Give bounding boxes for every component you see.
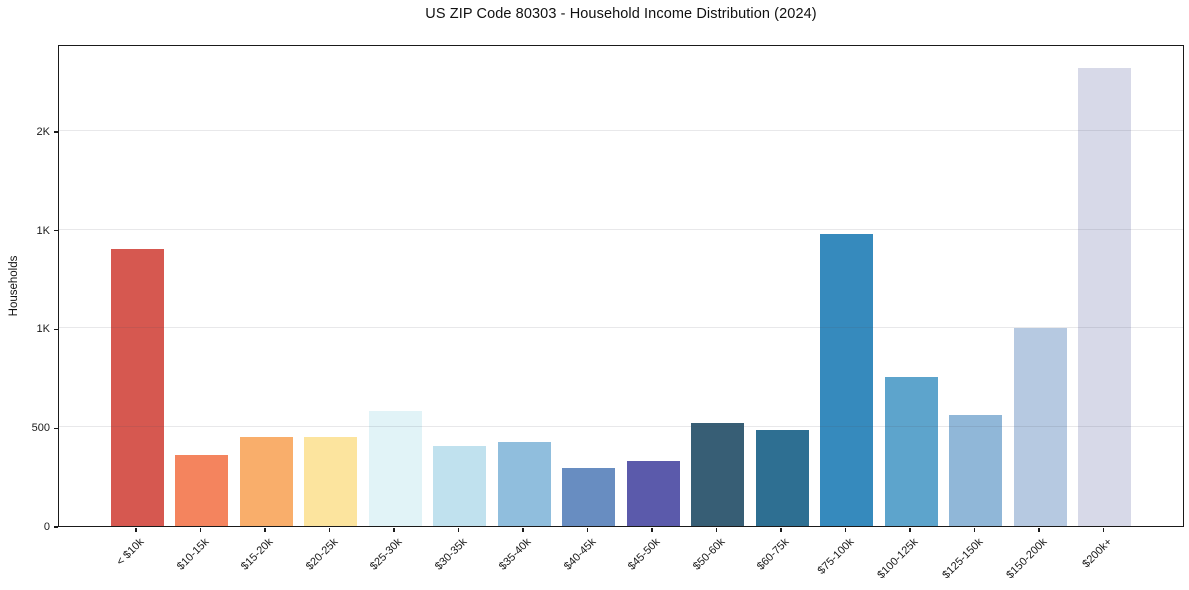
y-tick-mark (54, 427, 58, 429)
x-tick-mark (715, 528, 718, 532)
x-tick-label: $50-60k (690, 536, 727, 573)
x-tick-label: $45-50k (625, 536, 663, 573)
bar-$10-15k (175, 454, 228, 526)
x-tick-mark (457, 528, 460, 532)
x-tick-mark (199, 528, 202, 532)
bar-$20-25k (304, 437, 357, 526)
gridline-1000 (59, 327, 1183, 329)
y-tick-label: 2K (36, 125, 50, 138)
y-tick-mark (54, 526, 58, 528)
bar-$35-40k (497, 442, 551, 526)
x-tick-mark (135, 528, 137, 532)
x-tick-label: $10-15k (174, 536, 211, 573)
plot-area (58, 45, 1184, 527)
bar-$15-20k (239, 437, 293, 526)
x-tick-label: $200k+ (1079, 536, 1114, 571)
y-axis-label: Households (8, 255, 20, 317)
bar-$125-150k (949, 415, 1002, 526)
x-tick-label: $35-40k (496, 536, 534, 573)
x-tick-label: $100-125k (875, 536, 921, 582)
y-tick-mark (54, 328, 58, 331)
y-tick-label: 1K (36, 323, 50, 336)
x-tick-mark (586, 528, 589, 532)
bar-$45-50k (626, 460, 680, 526)
x-tick-label: $150-200k (1004, 536, 1050, 582)
bar-$200k+ (1078, 67, 1131, 526)
x-tick-mark (780, 528, 782, 532)
x-tick-label: $60-75k (754, 536, 792, 573)
x-tick-label: $15-20k (238, 536, 276, 573)
bar-$60-75k (755, 430, 809, 526)
x-tick-label: < $10k (114, 536, 147, 569)
bar-$40-45k (562, 467, 615, 526)
bar-$30-35k (433, 446, 486, 526)
x-tick-mark (522, 528, 524, 532)
x-tick-mark (844, 528, 847, 532)
x-tick-label: $40-45k (561, 536, 598, 573)
gridline-2000 (59, 129, 1183, 131)
gridline-1500 (59, 228, 1183, 230)
bar-< $10k (110, 249, 164, 526)
x-tick-mark (393, 528, 395, 532)
x-tick-mark (973, 528, 976, 532)
x-tick-label: $30-35k (432, 536, 469, 573)
y-tick-label: 0 (43, 521, 50, 533)
y-tick-label: 500 (31, 422, 50, 435)
bar-$100-125k (884, 376, 938, 526)
y-tick-label: 1K (36, 224, 50, 237)
bar-$25-30k (368, 411, 422, 526)
bar-$75-100k (820, 233, 873, 526)
x-tick-label: $75-100k (815, 536, 856, 577)
x-tick-mark (909, 528, 911, 532)
y-tick-mark (54, 230, 58, 232)
y-tick-mark (54, 131, 58, 133)
bar-$150-200k (1013, 328, 1067, 526)
x-tick-label: $25-30k (367, 536, 405, 573)
chart-title: US ZIP Code 80303 - Household Income Dis… (425, 6, 817, 22)
gridline-500 (59, 426, 1183, 428)
x-tick-mark (328, 528, 331, 532)
x-tick-mark (651, 528, 653, 532)
x-tick-label: $20-25k (303, 536, 340, 573)
bar-$50-60k (691, 423, 744, 526)
x-tick-mark (1102, 528, 1105, 532)
x-tick-mark (1038, 528, 1040, 532)
x-tick-label: $125-150k (939, 536, 985, 582)
x-tick-mark (264, 528, 266, 532)
